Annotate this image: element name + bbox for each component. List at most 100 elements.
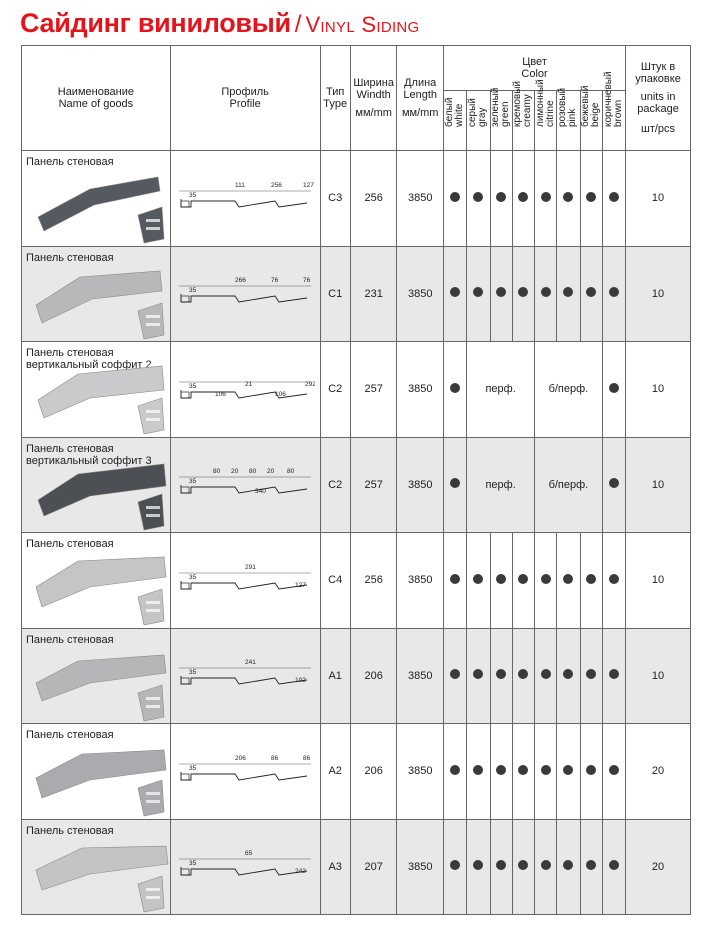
header-name: Наименование Name of goods: [21, 45, 171, 151]
available-dot: [496, 287, 507, 298]
cell-name: Панель стеновая: [21, 818, 171, 915]
cell-color-pink: [556, 627, 581, 724]
cell-color-pink: [556, 723, 581, 820]
available-dot: [608, 669, 619, 680]
cell-profile: 35 266 76 76: [169, 245, 321, 342]
cell-color-white: [442, 532, 468, 629]
header-color-citrine: лимонный citrine: [534, 79, 558, 151]
cell-color-white: [442, 245, 468, 342]
header-type: Тип Type: [319, 45, 351, 151]
cell-color-beige: [579, 150, 603, 247]
available-dot: [563, 860, 574, 871]
panel-image: [37, 463, 167, 530]
profile-dim: 35: [189, 192, 197, 199]
cell-color-green: [489, 245, 513, 342]
profile-dim: 35: [189, 383, 197, 390]
available-dot: [450, 478, 461, 489]
available-dot: [473, 287, 484, 298]
profile-dim: 76: [271, 277, 279, 284]
panel-image: [37, 365, 165, 435]
header-color: Цвет Color: [442, 45, 627, 91]
cell-color-white: [442, 150, 468, 247]
available-dot: [518, 669, 529, 680]
cell-color-creamy: [511, 150, 536, 247]
profile-dim: 241: [245, 659, 256, 666]
cell-color-brown: [601, 723, 627, 820]
cell-units: 10: [625, 341, 691, 438]
cell-color-citrine: [534, 150, 558, 247]
table-row: Панель стеновая вертикальный соффит 2 35 10…: [21, 341, 691, 438]
table-row: Панель стеновая 35 241 102 A1 206 3850 10: [21, 627, 691, 724]
available-dot: [586, 764, 597, 775]
cell-color-white: [442, 818, 468, 915]
profile-dim: 86: [271, 755, 279, 762]
available-dot: [518, 573, 529, 584]
cell-color-white: [442, 627, 468, 724]
panel-image: [35, 654, 167, 721]
available-dot: [608, 191, 619, 202]
available-dot: [473, 764, 484, 775]
cell-type: A1: [319, 627, 351, 724]
available-dot: [450, 573, 461, 584]
profile-dim: 291: [245, 564, 256, 571]
cell-color-brown: [601, 245, 627, 342]
profile-dim: 35: [189, 765, 197, 772]
header-width: Ширина Windth мм/mm: [349, 45, 398, 151]
profile-dim: 292: [305, 381, 315, 388]
cell-length: 3850: [396, 150, 444, 247]
available-dot: [518, 287, 529, 298]
cell-color-beige: [579, 723, 603, 820]
table-row: Панель стеновая 35 291 127 C4 256 3850 10: [21, 532, 691, 629]
cell-type: C2: [319, 341, 351, 438]
cell-color-white: [442, 723, 468, 820]
cell-type: C3: [319, 150, 351, 247]
cell-profile: 35 65 242: [169, 818, 321, 915]
cell-color-creamy: [511, 532, 536, 629]
cell-color-brown: [601, 341, 627, 438]
profile-dim: 35: [189, 860, 197, 867]
cell-length: 3850: [396, 245, 444, 342]
profile-dim: 35: [189, 287, 197, 294]
profile-dim: 102: [295, 677, 306, 684]
cell-profile: 35 291 127: [169, 532, 321, 629]
panel-image: [35, 749, 167, 817]
available-dot: [563, 669, 574, 680]
profile-dim: 256: [271, 182, 282, 189]
cell-name: Панель стеновая: [21, 627, 171, 724]
cell-length: 3850: [396, 341, 444, 438]
header-color-brown: коричневый brown: [601, 71, 627, 151]
cell-color-gray: [466, 818, 491, 915]
cell-width: 256: [349, 532, 398, 629]
cell-perf: перф.: [466, 341, 536, 438]
cell-name: Панель стеновая: [21, 150, 171, 247]
cell-length: 3850: [396, 818, 444, 915]
available-dot: [540, 191, 551, 202]
cell-name: Панель стеновая: [21, 723, 171, 820]
cell-type: A3: [319, 818, 351, 915]
available-dot: [450, 191, 461, 202]
available-dot: [563, 287, 574, 298]
profile-diagram: 35 291 127: [179, 564, 312, 590]
available-dot: [586, 287, 597, 298]
cell-color-brown: [601, 627, 627, 724]
available-dot: [608, 478, 619, 489]
available-dot: [473, 860, 484, 871]
cell-type: A2: [319, 723, 351, 820]
available-dot: [496, 669, 507, 680]
cell-units: 10: [625, 532, 691, 629]
profile-diagram: 35 80 20 80 20 80 340: [179, 468, 312, 495]
available-dot: [450, 382, 461, 393]
profile-dim: 206: [235, 755, 246, 762]
cell-color-citrine: [534, 627, 558, 724]
available-dot: [496, 860, 507, 871]
cell-width: 207: [349, 818, 398, 915]
cell-color-green: [489, 150, 513, 247]
cell-color-creamy: [511, 627, 536, 724]
header-color-creamy: кремовый creamy: [511, 80, 536, 151]
profile-dim: 35: [189, 669, 197, 676]
panel-image: [35, 270, 165, 339]
profile-dim: 65: [245, 850, 253, 857]
cell-color-beige: [579, 245, 603, 342]
cell-profile: 35 241 102: [169, 627, 321, 724]
profile-dim: 20: [231, 468, 239, 475]
